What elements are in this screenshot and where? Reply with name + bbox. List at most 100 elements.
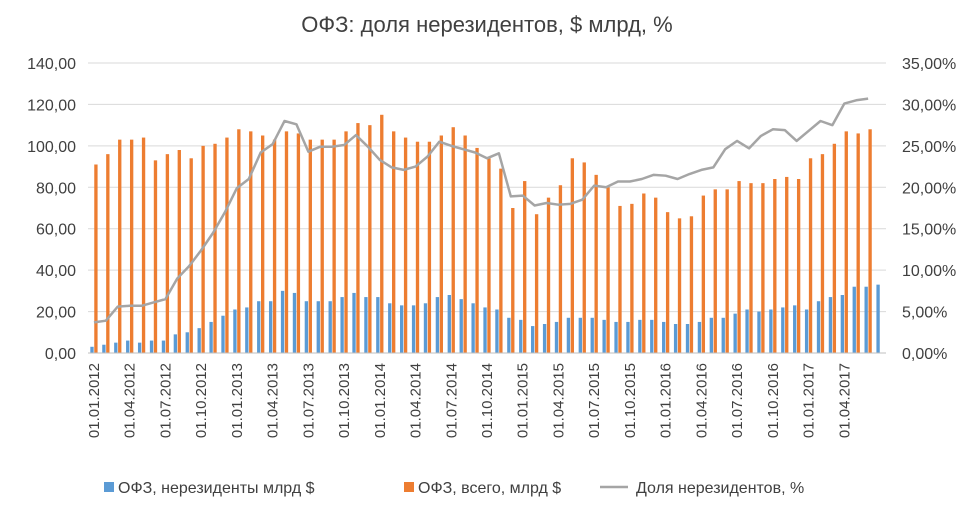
bar-nonresidents <box>721 317 725 353</box>
bar-nonresidents <box>245 307 249 353</box>
bar-total <box>415 141 420 353</box>
bar-nonresidents <box>852 286 856 353</box>
bar-total <box>594 174 598 353</box>
bar-nonresidents <box>221 315 225 353</box>
y-left-tick-label: 60,00 <box>36 222 76 239</box>
bar-nonresidents <box>376 297 380 353</box>
bar-total <box>225 137 229 353</box>
bar-total <box>237 129 241 353</box>
bar-nonresidents <box>542 324 547 353</box>
bar-total <box>534 214 539 353</box>
bar-nonresidents <box>364 297 368 353</box>
bar-total <box>320 139 324 353</box>
x-tick-label: 01.01.2014 <box>372 363 389 438</box>
bar-total <box>665 212 670 353</box>
bar-total <box>118 139 122 353</box>
bar-nonresidents <box>840 295 845 353</box>
bar-total <box>439 135 443 353</box>
bar-nonresidents <box>447 295 451 353</box>
bar-total <box>785 176 789 353</box>
bar-total <box>356 123 360 353</box>
x-tick-label: 01.10.2013 <box>336 363 353 438</box>
bar-total <box>427 141 432 353</box>
bar-nonresidents <box>733 313 737 353</box>
bar-nonresidents <box>399 305 404 353</box>
bar-total <box>808 158 813 353</box>
bar-total <box>606 187 610 353</box>
bar-nonresidents <box>495 309 499 353</box>
bar-total <box>451 127 455 353</box>
bar-total <box>796 179 801 353</box>
bar-nonresidents <box>197 328 201 353</box>
x-tick-label: 01.07.2015 <box>586 363 603 438</box>
bar-nonresidents <box>590 317 594 353</box>
x-tick-label: 01.04.2015 <box>550 363 567 438</box>
bar-total <box>642 193 646 353</box>
x-tick-label: 01.10.2014 <box>479 363 496 438</box>
bar-nonresidents <box>554 321 559 353</box>
y-right-tick-label: 15,00% <box>902 222 956 239</box>
bar-total <box>475 147 479 353</box>
x-tick-label: 01.04.2014 <box>408 363 425 438</box>
bar-nonresidents <box>566 317 571 353</box>
y-left-tick-label: 140,00 <box>27 56 76 73</box>
bar-total <box>332 139 336 353</box>
bar-total <box>284 131 289 353</box>
legend-swatch <box>404 482 414 492</box>
bar-nonresidents <box>531 326 535 353</box>
x-axis-ticks: 01.01.2012 01.04.2012 01.07.2012 01.10.2012… <box>86 363 853 438</box>
bar-total <box>630 203 634 353</box>
bar-total <box>177 150 181 353</box>
bar-nonresidents <box>185 332 189 353</box>
bar-total <box>94 164 98 353</box>
bar-total <box>368 125 372 354</box>
bar-total <box>546 197 551 353</box>
y-left-tick-label: 120,00 <box>27 97 76 114</box>
bar-total <box>761 183 765 353</box>
bar-total <box>582 162 586 353</box>
bar-total <box>618 205 622 353</box>
y-left-tick-label: 0,00 <box>45 346 76 363</box>
bar-nonresidents <box>638 319 642 353</box>
x-tick-label: 01.07.2012 <box>157 363 174 438</box>
bar-nonresidents <box>459 299 463 353</box>
bar-nonresidents <box>352 292 356 353</box>
bar-total <box>689 216 694 353</box>
y-right-tick-label: 10,00% <box>902 263 956 280</box>
bar-nonresidents <box>388 303 392 353</box>
chart-title: ОФЗ: доля нерезидентов, $ млрд, % <box>301 12 672 37</box>
x-tick-label: 01.01.2013 <box>229 363 246 438</box>
line-series <box>93 97 869 324</box>
bar-total <box>129 139 134 353</box>
y-right-tick-label: 5,00% <box>902 305 947 322</box>
bar-total <box>463 135 467 353</box>
bar-total <box>701 195 706 353</box>
y-left-tick-label: 40,00 <box>36 263 76 280</box>
bar-nonresidents <box>614 321 618 353</box>
bar-nonresidents <box>328 301 332 353</box>
bar-total <box>106 154 110 353</box>
bar-nonresidents <box>673 324 678 353</box>
bar-nonresidents <box>876 284 880 353</box>
bar-nonresidents <box>781 307 785 353</box>
bar-nonresidents <box>697 321 702 353</box>
bar-nonresidents <box>828 297 833 353</box>
y-left-tick-label: 100,00 <box>27 139 76 156</box>
bar-nonresidents <box>650 319 654 353</box>
bar-total <box>392 131 396 353</box>
bar-total <box>725 189 729 353</box>
bar-nonresidents <box>114 342 118 353</box>
bar-total <box>558 185 563 353</box>
bar-nonresidents <box>126 340 130 353</box>
legend: ОФЗ, нерезиденты млрд $ ОФЗ, всего, млрд … <box>104 480 804 497</box>
x-tick-label: 01.04.2017 <box>836 363 853 438</box>
bar-total <box>713 189 717 353</box>
bar-nonresidents <box>578 317 582 353</box>
bar-total <box>749 183 753 353</box>
bar-total <box>296 133 301 353</box>
x-tick-label: 01.07.2014 <box>443 363 460 438</box>
bar-nonresidents <box>769 309 773 353</box>
y-right-tick-label: 30,00% <box>902 97 956 114</box>
bar-total <box>249 131 253 353</box>
